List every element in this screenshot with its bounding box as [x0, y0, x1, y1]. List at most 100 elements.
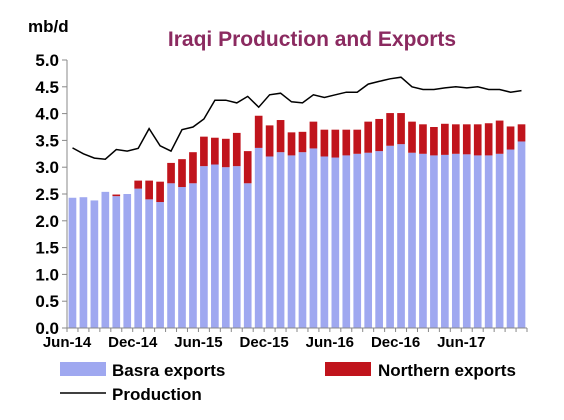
- bar-basra: [473, 155, 482, 328]
- x-tick-label: Jun-16: [306, 334, 354, 351]
- bar-basra: [211, 164, 219, 328]
- bar-northern: [462, 124, 471, 155]
- bar-basra: [79, 197, 88, 328]
- bar-basra: [90, 200, 99, 328]
- legend-swatch-basra: [60, 362, 106, 376]
- x-tick-label: Dec-14: [108, 334, 158, 351]
- bar-basra: [462, 154, 471, 328]
- x-axis: Jun-14 Dec-14 Jun-15 Dec-15 Jun-16 Dec-16 Jun-…: [43, 327, 528, 351]
- bar-northern: [484, 123, 493, 156]
- bar-northern: [419, 124, 427, 154]
- legend: Basra exports Northern exports Productio…: [60, 361, 516, 404]
- y-tick-label: 4.5: [35, 78, 59, 97]
- bar-northern: [331, 129, 340, 158]
- bar-northern: [254, 115, 263, 148]
- legend-swatch-northern: [325, 362, 371, 376]
- bar-northern: [342, 129, 351, 156]
- bar-northern: [200, 136, 208, 167]
- y-tick-label: 3.0: [35, 158, 59, 177]
- bar-basra: [276, 152, 285, 328]
- bar-basra: [430, 155, 438, 328]
- bar-basra: [243, 183, 252, 328]
- bar-basra: [375, 151, 383, 328]
- bar-northern: [320, 129, 329, 157]
- bar-basra: [156, 202, 164, 328]
- bar-basra: [419, 153, 427, 328]
- bar-northern: [189, 152, 197, 184]
- bar-northern: [517, 124, 526, 142]
- bar-basra: [101, 191, 110, 328]
- y-tick-label: 4.0: [35, 105, 59, 124]
- bar-northern: [232, 132, 241, 167]
- bar-basra: [484, 155, 493, 328]
- bar-northern: [145, 180, 153, 200]
- bar-northern: [451, 124, 460, 154]
- y-tick-label: 0.0: [35, 319, 59, 338]
- bar-basra: [265, 156, 274, 328]
- bar-basra: [254, 147, 263, 328]
- bar-northern: [298, 131, 307, 153]
- bar-basra: [123, 194, 132, 328]
- y-unit-label: mb/d: [28, 17, 69, 36]
- bar-basra: [353, 153, 362, 328]
- bar-northern: [287, 132, 296, 156]
- bar-northern: [506, 126, 515, 150]
- bar-northern: [243, 151, 252, 184]
- y-tick-label: 0.5: [35, 292, 59, 311]
- bar-northern: [397, 113, 405, 145]
- bar-basra: [331, 157, 340, 328]
- bar-basra: [397, 144, 405, 328]
- bar-basra: [298, 152, 307, 328]
- bar-northern: [386, 113, 394, 146]
- bar-northern: [156, 181, 164, 203]
- bar-basra: [287, 155, 296, 328]
- legend-label-northern: Northern exports: [378, 361, 516, 380]
- bar-northern: [221, 138, 230, 168]
- bar-northern: [495, 120, 504, 154]
- legend-label-production: Production: [112, 385, 202, 404]
- bar-northern: [134, 180, 143, 189]
- bar-basra: [364, 152, 373, 328]
- bar-northern: [265, 125, 274, 157]
- bar-basra: [112, 196, 121, 328]
- production-line: [72, 76, 522, 160]
- bar-northern: [473, 124, 482, 156]
- bar-northern: [364, 121, 373, 153]
- bar-basra: [386, 145, 394, 328]
- bar-northern: [375, 118, 383, 152]
- bar-basra: [221, 167, 230, 328]
- y-tick-label: 3.5: [35, 131, 59, 150]
- bar-northern: [430, 127, 438, 156]
- bar-basra: [342, 155, 351, 328]
- legend-label-basra: Basra exports: [112, 361, 225, 380]
- bar-basra: [68, 197, 77, 328]
- bar-basra: [506, 149, 515, 328]
- bar-northern: [441, 123, 449, 155]
- bar-northern: [408, 121, 416, 153]
- bar-northern: [276, 120, 285, 153]
- y-tick-label: 5.0: [35, 51, 59, 70]
- bar-basra: [441, 154, 449, 328]
- bar-basra: [200, 166, 208, 328]
- y-tick-label: 2.5: [35, 185, 59, 204]
- bar-basra: [178, 187, 186, 328]
- bar-basra: [451, 153, 460, 328]
- bar-basra: [495, 153, 504, 328]
- bar-northern: [211, 137, 219, 165]
- bar-northern: [353, 129, 362, 154]
- bar-basra: [134, 188, 143, 328]
- bar-basra: [309, 148, 318, 328]
- y-tick-label: 1.0: [35, 265, 59, 284]
- x-tick-label: Jun-17: [437, 334, 485, 351]
- y-tick-label: 1.5: [35, 239, 59, 258]
- y-tick-label: 2.0: [35, 212, 59, 231]
- bar-basra: [320, 156, 329, 328]
- y-axis: 0.0 0.5 1.0 1.5 2.0 2.5 3.0 3.5 4.0 4.5 5.0: [35, 51, 68, 338]
- bar-northern: [309, 121, 318, 149]
- plot-area: [68, 76, 526, 328]
- bar-northern: [112, 194, 121, 197]
- bar-basra: [408, 152, 416, 328]
- bar-northern: [167, 162, 175, 184]
- chart-title: Iraqi Production and Exports: [168, 28, 456, 51]
